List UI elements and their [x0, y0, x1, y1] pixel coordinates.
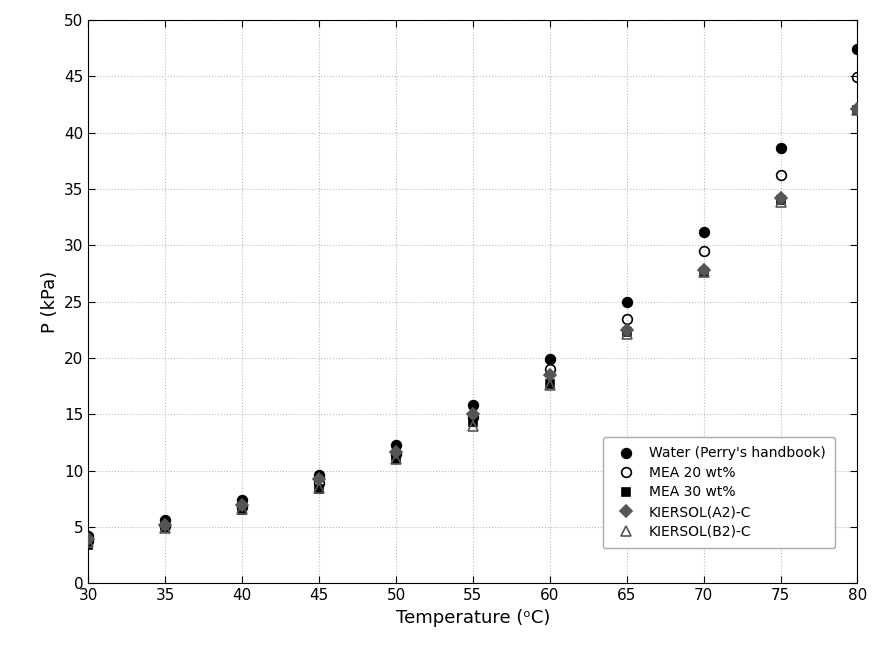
KIERSOL(A2)-C: [237, 501, 248, 509]
Line: MEA 20 wt%: MEA 20 wt%: [84, 72, 862, 546]
MEA 30 wt%: [852, 106, 863, 114]
Line: Water (Perry's handbook): Water (Perry's handbook): [84, 44, 862, 541]
X-axis label: Temperature (ᵒC): Temperature (ᵒC): [396, 609, 550, 627]
KIERSOL(A2)-C: [852, 105, 863, 113]
Line: KIERSOL(B2)-C: KIERSOL(B2)-C: [84, 105, 862, 546]
Water (Perry's handbook): [391, 441, 401, 449]
Water (Perry's handbook): [160, 516, 171, 524]
KIERSOL(B2)-C: [852, 106, 863, 114]
KIERSOL(A2)-C: [83, 536, 94, 544]
MEA 20 wt%: [468, 412, 478, 420]
KIERSOL(B2)-C: [621, 330, 632, 338]
Line: KIERSOL(A2)-C: KIERSOL(A2)-C: [84, 105, 862, 544]
MEA 30 wt%: [237, 507, 248, 514]
KIERSOL(B2)-C: [160, 524, 171, 532]
KIERSOL(A2)-C: [698, 266, 709, 274]
Water (Perry's handbook): [698, 228, 709, 236]
MEA 20 wt%: [83, 536, 94, 544]
KIERSOL(A2)-C: [545, 371, 555, 379]
KIERSOL(B2)-C: [775, 198, 786, 206]
KIERSOL(B2)-C: [468, 422, 478, 430]
MEA 30 wt%: [621, 328, 632, 336]
KIERSOL(A2)-C: [468, 410, 478, 418]
MEA 30 wt%: [160, 523, 171, 531]
MEA 20 wt%: [160, 522, 171, 530]
MEA 20 wt%: [391, 450, 401, 457]
MEA 20 wt%: [698, 247, 709, 255]
KIERSOL(B2)-C: [314, 484, 324, 492]
Water (Perry's handbook): [775, 145, 786, 152]
KIERSOL(A2)-C: [391, 448, 401, 455]
KIERSOL(A2)-C: [314, 475, 324, 483]
Y-axis label: P (kPa): P (kPa): [41, 271, 58, 333]
KIERSOL(B2)-C: [698, 269, 709, 276]
Water (Perry's handbook): [621, 298, 632, 306]
MEA 30 wt%: [545, 380, 555, 388]
Water (Perry's handbook): [468, 401, 478, 409]
Line: MEA 30 wt%: MEA 30 wt%: [84, 106, 862, 549]
KIERSOL(B2)-C: [391, 455, 401, 463]
KIERSOL(A2)-C: [621, 326, 632, 334]
KIERSOL(B2)-C: [83, 538, 94, 546]
KIERSOL(A2)-C: [775, 194, 786, 202]
MEA 20 wt%: [314, 479, 324, 487]
MEA 20 wt%: [621, 315, 632, 323]
MEA 30 wt%: [468, 418, 478, 426]
MEA 20 wt%: [852, 74, 863, 82]
MEA 20 wt%: [545, 365, 555, 373]
Legend: Water (Perry's handbook), MEA 20 wt%, MEA 30 wt%, KIERSOL(A2)-C, KIERSOL(B2)-C: Water (Perry's handbook), MEA 20 wt%, ME…: [603, 437, 835, 548]
Water (Perry's handbook): [852, 45, 863, 53]
MEA 20 wt%: [775, 172, 786, 180]
Water (Perry's handbook): [83, 532, 94, 540]
Water (Perry's handbook): [314, 471, 324, 479]
MEA 30 wt%: [698, 269, 709, 276]
KIERSOL(A2)-C: [160, 521, 171, 529]
KIERSOL(B2)-C: [237, 505, 248, 513]
KIERSOL(B2)-C: [545, 381, 555, 389]
MEA 30 wt%: [391, 455, 401, 463]
Water (Perry's handbook): [237, 496, 248, 504]
MEA 30 wt%: [775, 196, 786, 204]
MEA 20 wt%: [237, 503, 248, 511]
MEA 30 wt%: [83, 541, 94, 549]
Water (Perry's handbook): [545, 355, 555, 363]
MEA 30 wt%: [314, 485, 324, 493]
